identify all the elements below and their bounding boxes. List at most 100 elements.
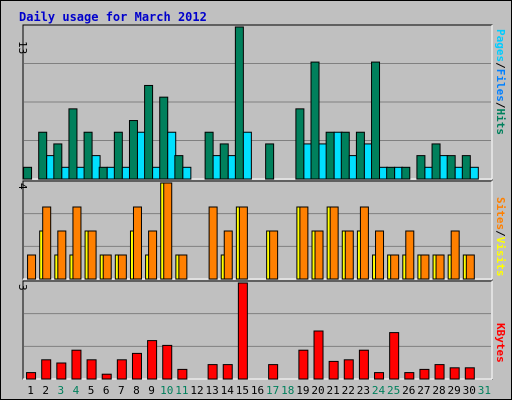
files-bar bbox=[469, 166, 479, 180]
hits-bar bbox=[144, 84, 154, 180]
sites-bar bbox=[117, 254, 127, 280]
kbytes-bar bbox=[26, 372, 37, 380]
kbytes-bar bbox=[419, 368, 430, 380]
legend-kbytes: KBytes bbox=[494, 323, 507, 363]
kbytes-bar bbox=[116, 359, 127, 380]
legend-sites: Sites bbox=[494, 197, 507, 230]
day-label: 25 bbox=[387, 384, 400, 397]
kbytes-bar bbox=[41, 359, 52, 380]
hits-bar bbox=[265, 143, 275, 180]
panel-frame bbox=[22, 280, 493, 380]
files-bar bbox=[182, 166, 192, 180]
kbytes-bar bbox=[162, 344, 173, 380]
hits-bar bbox=[371, 61, 381, 180]
panel-kbytes bbox=[22, 280, 493, 380]
kbytes-bar bbox=[131, 352, 142, 380]
kbytes-bar bbox=[207, 364, 218, 380]
hits-bar bbox=[174, 155, 184, 180]
sites-bar bbox=[435, 254, 445, 280]
kbytes-bar bbox=[343, 359, 354, 380]
hits-bar bbox=[234, 26, 244, 180]
day-label: 31 bbox=[478, 384, 491, 397]
sites-bar bbox=[102, 254, 112, 280]
day-label: 23 bbox=[357, 384, 370, 397]
day-label: 3 bbox=[58, 384, 65, 397]
day-label: 1 bbox=[27, 384, 34, 397]
sites-bar bbox=[57, 230, 67, 280]
hits-bar bbox=[416, 155, 426, 180]
kbytes-bar bbox=[86, 359, 97, 380]
day-label: 27 bbox=[417, 384, 430, 397]
kbytes-bar bbox=[464, 367, 475, 380]
kbytes-bar bbox=[56, 362, 67, 380]
hits-bar bbox=[325, 131, 335, 180]
sites-bar bbox=[375, 230, 385, 280]
hits-bar bbox=[295, 108, 305, 180]
hits-bar bbox=[401, 166, 411, 180]
legend-files: Files bbox=[494, 69, 507, 102]
kbytes-bar bbox=[328, 360, 339, 380]
legend-visits: Visits bbox=[494, 237, 507, 277]
hits-bar bbox=[159, 96, 169, 180]
day-label: 10 bbox=[160, 384, 173, 397]
sites-bar bbox=[465, 254, 475, 280]
day-label: 26 bbox=[402, 384, 415, 397]
day-label: 9 bbox=[148, 384, 155, 397]
hits-bar bbox=[461, 155, 471, 180]
sites-bar bbox=[27, 254, 37, 280]
day-label: 7 bbox=[118, 384, 125, 397]
day-axis: 1 2 3 4 5 6 7 8 9 10 11 12 13 14 15 16 17 18 19 20 21 22 23 24 2… bbox=[27, 384, 491, 397]
day-label: 21 bbox=[327, 384, 340, 397]
day-label: 15 bbox=[236, 384, 249, 397]
hits-bar bbox=[38, 131, 48, 180]
legend-separator: / bbox=[494, 62, 507, 69]
middle-max-label: 4 bbox=[16, 183, 29, 190]
kbytes-bar bbox=[71, 349, 82, 380]
day-label: 24 bbox=[372, 384, 386, 397]
sites-bar bbox=[344, 230, 354, 280]
legend-separator: / bbox=[494, 230, 507, 237]
day-label: 28 bbox=[432, 384, 445, 397]
sites-bar bbox=[405, 230, 415, 280]
sites-bar bbox=[450, 230, 460, 280]
sites-bar bbox=[223, 230, 233, 280]
files-bar bbox=[242, 131, 252, 180]
kbytes-bar bbox=[434, 364, 445, 380]
sites-bar bbox=[299, 206, 309, 280]
sites-bar bbox=[390, 254, 400, 280]
day-label: 12 bbox=[190, 384, 203, 397]
kbytes-bar bbox=[313, 330, 324, 380]
legend-hits: Hits bbox=[494, 109, 507, 136]
kbytes-bar bbox=[101, 373, 112, 380]
panel-hits-files-pages bbox=[22, 24, 493, 180]
sites-bar bbox=[72, 206, 82, 280]
hits-bar bbox=[83, 131, 93, 180]
kbytes-bar bbox=[147, 340, 158, 380]
day-label: 30 bbox=[463, 384, 476, 397]
hits-bar bbox=[98, 166, 108, 180]
day-label: 29 bbox=[448, 384, 461, 397]
kbytes-bar bbox=[404, 372, 415, 380]
sites-bar bbox=[269, 230, 279, 280]
kbytes-bar bbox=[358, 349, 369, 380]
day-label: 14 bbox=[221, 384, 235, 397]
hits-bar bbox=[204, 131, 214, 180]
day-label: 13 bbox=[205, 384, 218, 397]
sites-bar bbox=[314, 230, 324, 280]
hits-bar bbox=[53, 143, 63, 180]
legend-text: KBytes bbox=[494, 323, 507, 363]
day-label: 5 bbox=[88, 384, 95, 397]
sites-bar bbox=[238, 206, 248, 280]
sites-bar bbox=[42, 206, 52, 280]
sites-bar bbox=[420, 254, 430, 280]
sites-bar bbox=[87, 230, 97, 280]
hits-bar bbox=[113, 131, 123, 180]
day-label: 2 bbox=[42, 384, 49, 397]
day-label: 8 bbox=[133, 384, 140, 397]
kbytes-bar bbox=[222, 364, 233, 380]
hits-bar bbox=[23, 166, 33, 180]
kbytes-bar bbox=[389, 332, 400, 380]
legend-text: Pages/Files/Hits bbox=[494, 29, 507, 135]
